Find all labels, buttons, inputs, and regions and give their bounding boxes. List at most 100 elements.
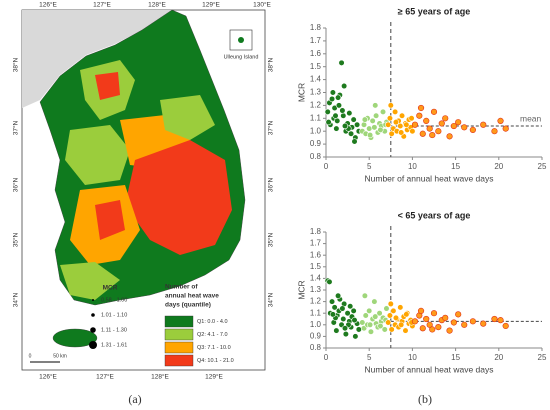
legend-symbol <box>91 313 95 317</box>
data-point <box>367 328 375 335</box>
longitude-label: 130°E <box>253 1 271 9</box>
data-point <box>334 117 341 124</box>
data-point <box>381 326 388 333</box>
data-point <box>417 104 425 112</box>
legend-title: days (quantile) <box>165 302 211 309</box>
data-point <box>403 121 410 128</box>
data-point <box>387 102 394 109</box>
data-point <box>411 318 419 325</box>
scale-label: 0 <box>29 353 32 359</box>
data-point <box>329 89 337 96</box>
legend-label: 1.31 - 1.61 <box>101 342 127 348</box>
data-point <box>429 326 436 333</box>
data-point <box>398 112 406 119</box>
data-point <box>341 325 349 332</box>
data-point <box>372 102 379 109</box>
annotation: mean <box>520 113 542 123</box>
x-tick-label: 0 <box>324 162 329 171</box>
data-point <box>450 122 457 130</box>
data-point <box>398 129 405 136</box>
data-point <box>340 112 347 119</box>
data-point <box>429 131 436 139</box>
data-point <box>352 333 359 340</box>
legend-swatch <box>164 315 194 328</box>
data-point <box>419 130 426 137</box>
data-point <box>359 319 366 326</box>
chart-title: < 65 years of age <box>398 210 471 220</box>
legend-symbol <box>90 327 96 333</box>
y-axis-label: MCR <box>296 83 306 102</box>
scatter-chart: < 65 years of age 0.8 0.9 1.0 1.1 1.2 1.3 1.4 1.… <box>296 210 547 374</box>
latitude-label: 36°N <box>12 177 20 192</box>
data-point <box>426 125 433 132</box>
legend-label: Q1: 0.0 - 4.0 <box>197 319 228 325</box>
panel-label: (a) <box>128 392 141 406</box>
data-point <box>362 312 369 319</box>
x-tick-label: 5 <box>367 353 372 362</box>
legend-label: Q2: 4.1 - 7.0 <box>197 332 228 338</box>
data-point <box>497 117 504 124</box>
latitude-label: 34°N <box>12 292 20 307</box>
data-point <box>397 122 404 130</box>
data-point <box>366 307 373 314</box>
legend-swatch <box>164 341 194 354</box>
legend-symbol <box>89 341 97 349</box>
y-tick-label: 1.5 <box>310 262 322 271</box>
x-tick-label: 25 <box>538 353 547 362</box>
legend-label: Q3: 7.1 - 10.0 <box>197 345 231 351</box>
data-point <box>372 313 379 320</box>
data-point <box>341 122 349 130</box>
data-point <box>398 321 405 328</box>
data-point <box>338 59 345 66</box>
data-point <box>419 325 426 332</box>
y-tick-label: 1.0 <box>310 126 322 135</box>
data-point <box>351 138 358 145</box>
data-point <box>461 124 468 131</box>
longitude-label: 128°E <box>148 1 166 9</box>
data-point <box>376 310 383 317</box>
longitude-label: 127°E <box>96 373 114 381</box>
data-point <box>446 327 453 334</box>
legend-title: Number of <box>165 284 198 291</box>
scale-label: 50 km <box>53 353 67 359</box>
y-axis-label: MCR <box>296 280 306 299</box>
y-tick-label: 0.9 <box>310 139 322 148</box>
latitude-label: 35°N <box>267 232 275 247</box>
data-point <box>402 327 409 334</box>
data-point <box>369 117 376 124</box>
data-point <box>403 311 410 318</box>
data-point <box>411 121 419 128</box>
data-point <box>332 112 339 119</box>
legend-swatch <box>164 328 194 341</box>
data-point <box>383 305 390 312</box>
x-axis-label: Number of annual heat wave days <box>365 173 494 183</box>
latitude-label: 37°N <box>12 120 20 135</box>
y-tick-label: 1.8 <box>310 23 322 32</box>
y-tick-label: 1.2 <box>310 297 322 306</box>
x-axis-label: Number of annual heat wave days <box>365 364 494 374</box>
x-tick-label: 20 <box>494 162 503 171</box>
data-point <box>392 108 399 115</box>
data-point <box>502 322 509 330</box>
data-point <box>446 133 453 140</box>
latitude-label: 35°N <box>12 232 20 247</box>
y-tick-label: 1.7 <box>310 36 322 45</box>
data-point <box>331 304 338 311</box>
data-point <box>469 126 476 134</box>
region <box>95 72 120 100</box>
data-point <box>347 130 355 137</box>
data-point <box>409 128 416 135</box>
longitude-label: 127°E <box>93 1 111 9</box>
data-point <box>385 319 392 326</box>
data-point <box>497 317 504 324</box>
x-tick-label: 15 <box>451 162 460 171</box>
y-tick-label: 0.8 <box>310 343 322 352</box>
data-point <box>333 327 340 334</box>
data-point <box>361 116 368 123</box>
data-point <box>435 128 442 135</box>
latitude-label: 38°N <box>12 57 20 72</box>
longitude-label: 129°E <box>202 1 220 9</box>
data-point <box>426 321 433 328</box>
legend-swatch <box>164 354 194 367</box>
data-point <box>373 112 380 119</box>
